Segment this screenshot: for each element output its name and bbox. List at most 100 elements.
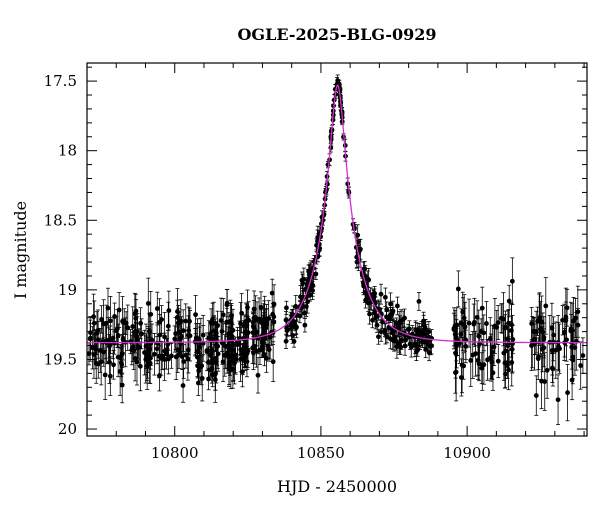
- data-point: [366, 277, 372, 283]
- data-point: [99, 317, 104, 322]
- data-point: [476, 361, 482, 367]
- data-point: [207, 367, 213, 373]
- data-point: [429, 343, 435, 349]
- data-point: [509, 278, 515, 284]
- data-point: [116, 307, 122, 313]
- data-point: [230, 357, 236, 363]
- data-point: [532, 336, 538, 342]
- data-point: [93, 361, 99, 366]
- data-point: [166, 308, 172, 313]
- data-point: [580, 353, 586, 358]
- data-point: [415, 347, 421, 353]
- data-point: [384, 314, 389, 320]
- data-point: [130, 324, 136, 329]
- data-point: [180, 383, 186, 388]
- data-point: [112, 314, 118, 319]
- data-point: [148, 311, 154, 317]
- data-point: [204, 349, 210, 355]
- data-point: [245, 305, 250, 310]
- data-point: [119, 362, 125, 367]
- data-point: [102, 372, 108, 378]
- plot-frame: [86, 62, 588, 437]
- data-point: [265, 343, 271, 349]
- data-point: [284, 305, 289, 311]
- data-point: [355, 232, 361, 238]
- data-point: [131, 348, 137, 353]
- data-point: [398, 318, 404, 324]
- data-point: [225, 344, 231, 350]
- data-point: [260, 337, 266, 343]
- data-point: [173, 354, 179, 360]
- data-point: [407, 326, 412, 332]
- data-point: [476, 333, 482, 339]
- data-point: [238, 321, 243, 327]
- data-point: [382, 294, 388, 300]
- y-tick-label: 18.5: [44, 211, 77, 229]
- chart-title: OGLE-2025-BLG-0929: [237, 25, 436, 44]
- axis-ticks: 10800 10850 10900 17.5 18 18.5 19 19.5 20: [44, 63, 587, 462]
- data-point: [302, 310, 308, 316]
- data-point: [137, 363, 143, 369]
- data-point: [485, 357, 490, 363]
- data-point: [108, 318, 113, 324]
- data-point: [123, 320, 129, 326]
- data-point: [394, 344, 400, 350]
- data-point: [484, 321, 489, 326]
- data-point: [107, 359, 112, 365]
- data-point: [506, 320, 511, 326]
- data-point: [152, 351, 157, 357]
- data-point: [179, 354, 185, 359]
- data-point: [377, 306, 383, 312]
- y-tick-label: 18: [58, 142, 77, 160]
- data-point: [540, 329, 546, 335]
- data-point: [229, 313, 234, 319]
- data-point: [291, 338, 297, 344]
- data-point: [173, 331, 179, 336]
- data-point: [460, 309, 466, 315]
- data-point: [241, 323, 247, 329]
- data-point: [120, 336, 126, 341]
- data-point: [254, 348, 259, 354]
- data-point: [506, 298, 512, 304]
- data-point: [543, 303, 549, 309]
- data-point: [222, 353, 228, 358]
- data-point: [95, 328, 101, 333]
- data-point: [224, 300, 230, 306]
- data-point: [495, 358, 501, 364]
- data-point: [257, 347, 263, 353]
- y-tick-label: 19.5: [44, 350, 77, 368]
- data-point: [245, 330, 251, 335]
- data-point: [169, 353, 174, 359]
- data-point: [310, 288, 315, 293]
- x-tick-label: 10900: [443, 444, 491, 462]
- data-point: [407, 341, 413, 347]
- data-point: [535, 318, 540, 324]
- data-point: [207, 331, 213, 337]
- data-point: [240, 369, 245, 375]
- data-point: [416, 299, 422, 304]
- data-point: [185, 347, 191, 353]
- data-point: [270, 311, 276, 317]
- data-point: [114, 326, 120, 331]
- x-tick-label: 10800: [151, 444, 199, 462]
- data-point: [550, 366, 556, 372]
- model-curve: [87, 84, 587, 344]
- data-point: [213, 330, 219, 336]
- data-point: [472, 319, 477, 325]
- data-point: [139, 331, 145, 337]
- data-point: [506, 367, 511, 373]
- data-point: [505, 336, 511, 342]
- data-point: [145, 352, 151, 358]
- data-point: [487, 336, 493, 342]
- x-tick-label: 10850: [297, 444, 345, 462]
- data-point: [573, 315, 578, 321]
- data-point: [461, 363, 467, 369]
- data-point: [219, 329, 225, 334]
- data-point: [97, 347, 103, 353]
- data-point: [289, 325, 295, 331]
- data-point: [136, 344, 141, 350]
- data-point: [229, 354, 234, 360]
- data-point: [220, 359, 226, 365]
- data-point: [382, 327, 388, 333]
